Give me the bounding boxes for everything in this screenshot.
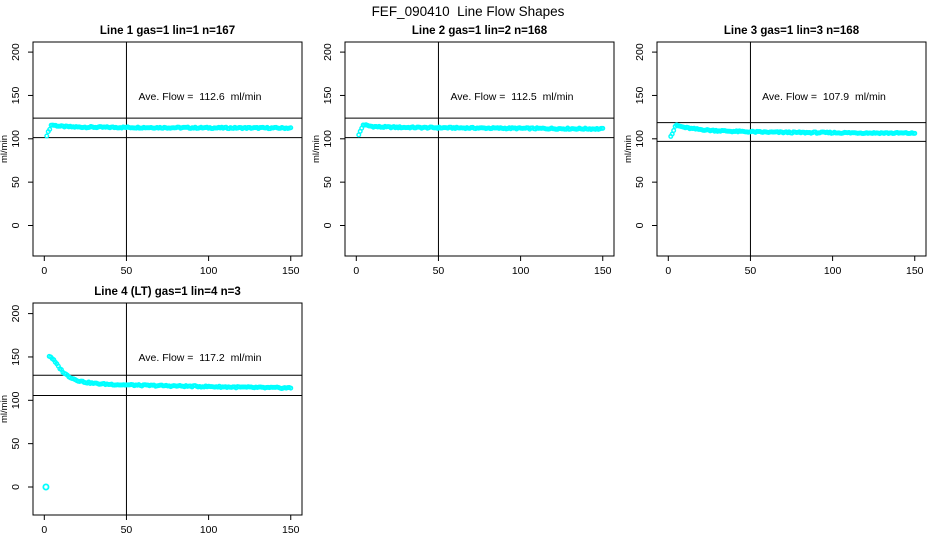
data-point [288,385,294,391]
panel-title: Line 3 gas=1 lin=3 n=168 [724,25,860,37]
panel-title: Line 4 (LT) gas=1 lin=4 n=3 [94,286,240,298]
plot-box [656,41,927,257]
x-tick-label: 0 [353,265,359,277]
y-tick-label: 100 [634,130,646,148]
data-point [288,125,294,131]
y-tick-label: 200 [634,43,646,61]
y-axis-label: ml/min [623,135,634,163]
ave-flow-annotation: Ave. Flow = 117.2 ml/min [138,352,261,364]
panel-line-3: Line 3 gas=1 lin=3 n=168 0 50 100 150 0 50 100 1… [623,25,927,277]
x-tick-label: 50 [121,524,133,536]
x-tick-label: 50 [745,265,757,277]
x-tick-label: 150 [282,265,300,277]
y-tick-label: 0 [634,222,646,228]
x-tick-label: 0 [41,524,47,536]
x-tick-label: 0 [41,265,47,277]
y-tick-label: 0 [322,222,334,228]
y-tick-label: 0 [10,484,22,490]
y-tick-label: 0 [10,222,22,228]
x-tick-label: 100 [824,265,842,277]
y-axis-label: ml/min [311,135,322,163]
x-tick-label: 50 [121,265,133,277]
panel-title: Line 1 gas=1 lin=1 n=167 [100,25,235,37]
x-tick-label: 100 [200,265,218,277]
ave-flow-annotation: Ave. Flow = 112.6 ml/min [138,91,261,103]
outlier-point [42,483,50,491]
y-axis-label: ml/min [0,395,10,423]
y-tick-label: 50 [322,176,334,188]
y-tick-label: 100 [10,391,22,409]
y-tick-label: 150 [634,87,646,105]
y-tick-label: 50 [634,176,646,188]
y-tick-label: 100 [322,130,334,148]
data-point [600,125,606,131]
panel-line-2: Line 2 gas=1 lin=2 n=168 0 50 100 150 0 50 100 1… [311,25,615,277]
y-tick-label: 50 [10,176,22,188]
panel-line-4: Line 4 (LT) gas=1 lin=4 n=3 0 50 100 150 0 50 1… [0,286,303,536]
y-tick-label: 200 [10,43,22,61]
y-tick-label: 200 [10,305,22,323]
main-title: FEF_090410 Line Flow Shapes [371,4,565,19]
x-tick-label: 150 [906,265,924,277]
data-point [44,133,50,139]
panel-title: Line 2 gas=1 lin=2 n=168 [412,25,548,37]
x-tick-label: 150 [594,265,612,277]
ave-flow-annotation: Ave. Flow = 107.9 ml/min [762,91,886,103]
y-tick-label: 150 [10,348,22,366]
y-tick-label: 150 [10,87,22,105]
ave-flow-annotation: Ave. Flow = 112.5 ml/min [450,91,573,103]
y-tick-label: 50 [10,438,22,450]
plot-box [344,41,615,257]
data-point [912,130,918,136]
x-tick-label: 50 [433,265,445,277]
plot-box [32,41,303,257]
x-tick-label: 100 [200,524,218,536]
panel-line-1: Line 1 gas=1 lin=1 n=167 0 50 100 150 0 50 100 1… [0,25,303,277]
y-tick-label: 150 [322,87,334,105]
plot-box [32,302,303,516]
x-tick-label: 150 [282,524,300,536]
data-point [47,126,53,132]
y-axis-label: ml/min [0,135,10,163]
y-tick-label: 100 [10,130,22,148]
x-tick-label: 100 [512,265,530,277]
y-tick-label: 200 [322,43,334,61]
data-point [671,127,677,133]
x-tick-label: 0 [665,265,671,277]
